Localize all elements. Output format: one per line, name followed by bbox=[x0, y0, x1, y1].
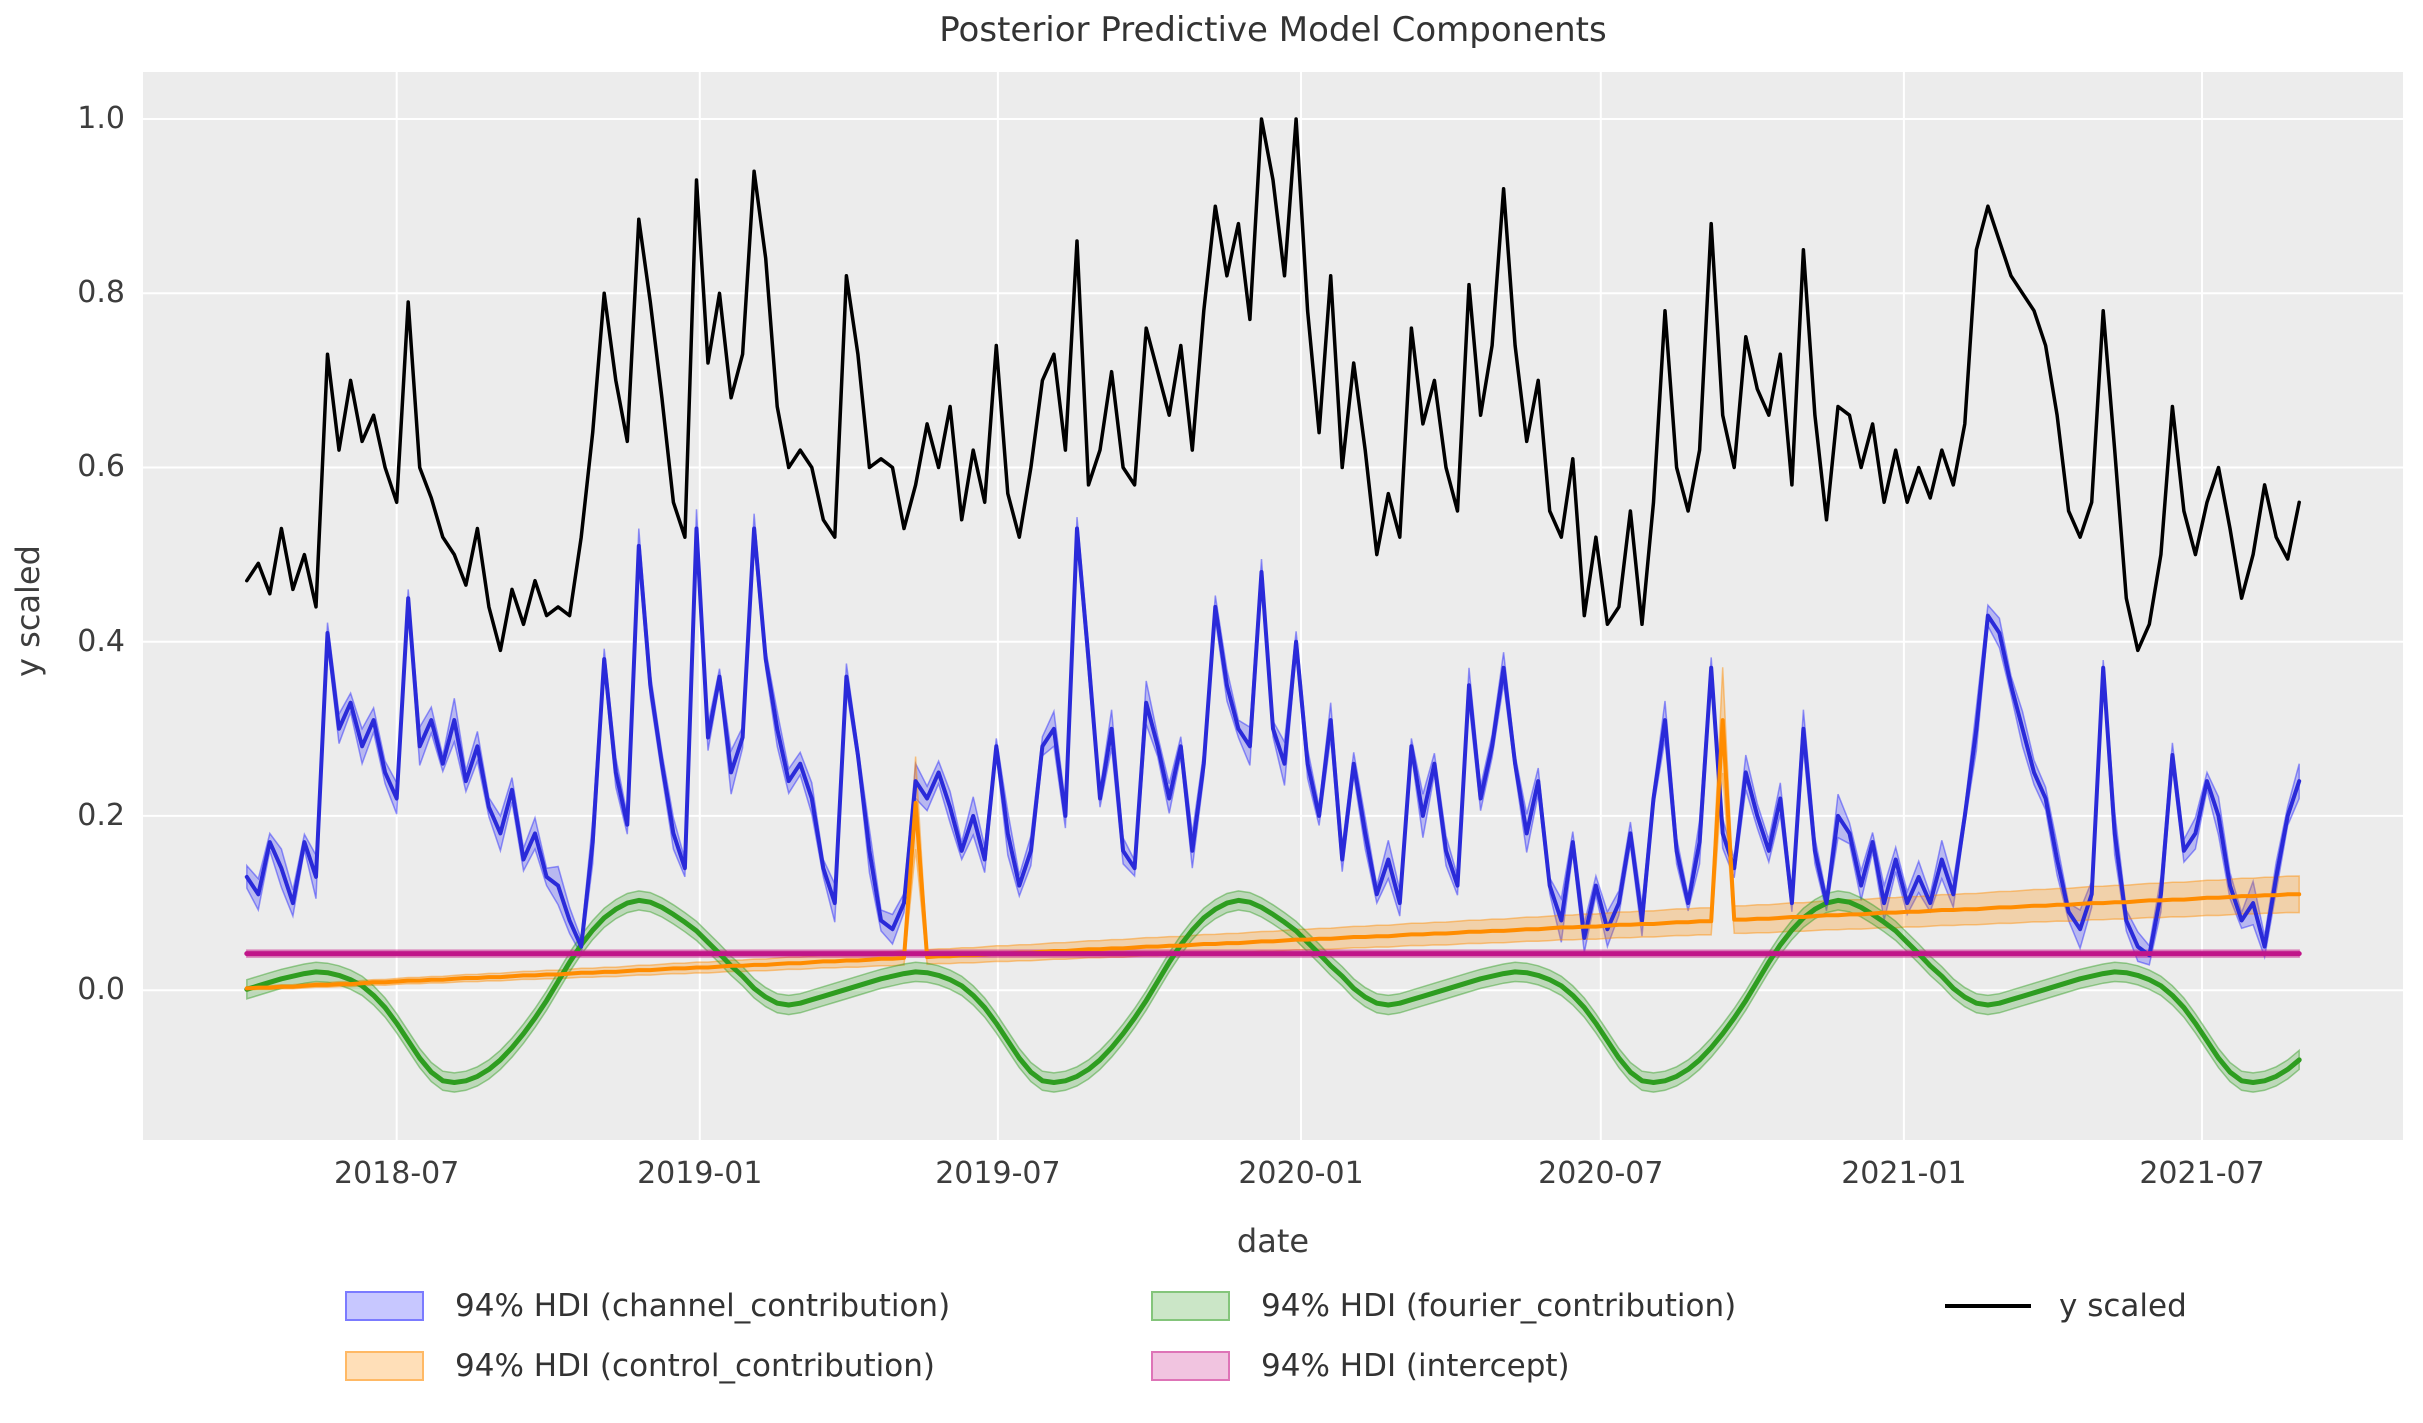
legend-label-y-scaled: y scaled bbox=[2059, 1288, 2187, 1324]
legend-item-control: 94% HDI (control_contribution) bbox=[345, 1348, 935, 1384]
x-tick-label: 2021-01 bbox=[1841, 1156, 1967, 1191]
legend-item-intercept: 94% HDI (intercept) bbox=[1151, 1348, 1570, 1384]
x-tick-label: 2019-01 bbox=[637, 1156, 763, 1191]
x-axis-title: date bbox=[1236, 1222, 1310, 1260]
fourier_contribution-line bbox=[244, 897, 2302, 1085]
control_contribution-line bbox=[244, 718, 2302, 991]
legend-label-intercept: 94% HDI (intercept) bbox=[1261, 1348, 1570, 1384]
y-tick-label: 0.2 bbox=[77, 797, 125, 833]
y-tick-label: 0.6 bbox=[77, 449, 125, 485]
y-tick-label: 0.4 bbox=[77, 623, 125, 659]
channel-hdi-swatch-icon bbox=[345, 1291, 424, 1321]
x-tick-label: 2019-07 bbox=[935, 1156, 1061, 1191]
y-tick-label: 0.0 bbox=[77, 972, 125, 1008]
legend-item-channel: 94% HDI (channel_contribution) bbox=[345, 1288, 950, 1324]
x-tick-label: 2020-07 bbox=[1538, 1156, 1664, 1191]
intercept-hdi-swatch-icon bbox=[1151, 1351, 1230, 1381]
legend-label-fourier: 94% HDI (fourier_contribution) bbox=[1261, 1288, 1737, 1324]
y-tick-label: 0.8 bbox=[77, 275, 125, 311]
chart-title: Posterior Predictive Model Components bbox=[939, 10, 1607, 50]
legend-item-y-scaled: y scaled bbox=[1945, 1288, 2187, 1324]
legend-item-fourier: 94% HDI (fourier_contribution) bbox=[1151, 1288, 1736, 1324]
legend: 94% HDI (channel_contribution) 94% HDI (… bbox=[0, 0, 2423, 1384]
x-tick-label: 2020-01 bbox=[1238, 1156, 1364, 1191]
y-axis-title: y scaled bbox=[9, 545, 47, 677]
plot-background bbox=[143, 72, 2403, 1140]
x-tick-label: 2021-07 bbox=[2139, 1156, 2265, 1191]
channel_contribution-line bbox=[244, 526, 2302, 958]
legend-label-control: 94% HDI (control_contribution) bbox=[455, 1348, 935, 1384]
control-hdi-swatch-icon bbox=[345, 1351, 424, 1381]
y-scaled-line-swatch-icon bbox=[1945, 1304, 2031, 1308]
y-tick-label: 1.0 bbox=[77, 101, 125, 137]
legend-label-channel: 94% HDI (channel_contribution) bbox=[455, 1288, 951, 1324]
fourier-hdi-swatch-icon bbox=[1151, 1291, 1230, 1321]
y-scaled-line bbox=[245, 117, 2301, 653]
x-tick-label: 2018-07 bbox=[333, 1156, 460, 1191]
